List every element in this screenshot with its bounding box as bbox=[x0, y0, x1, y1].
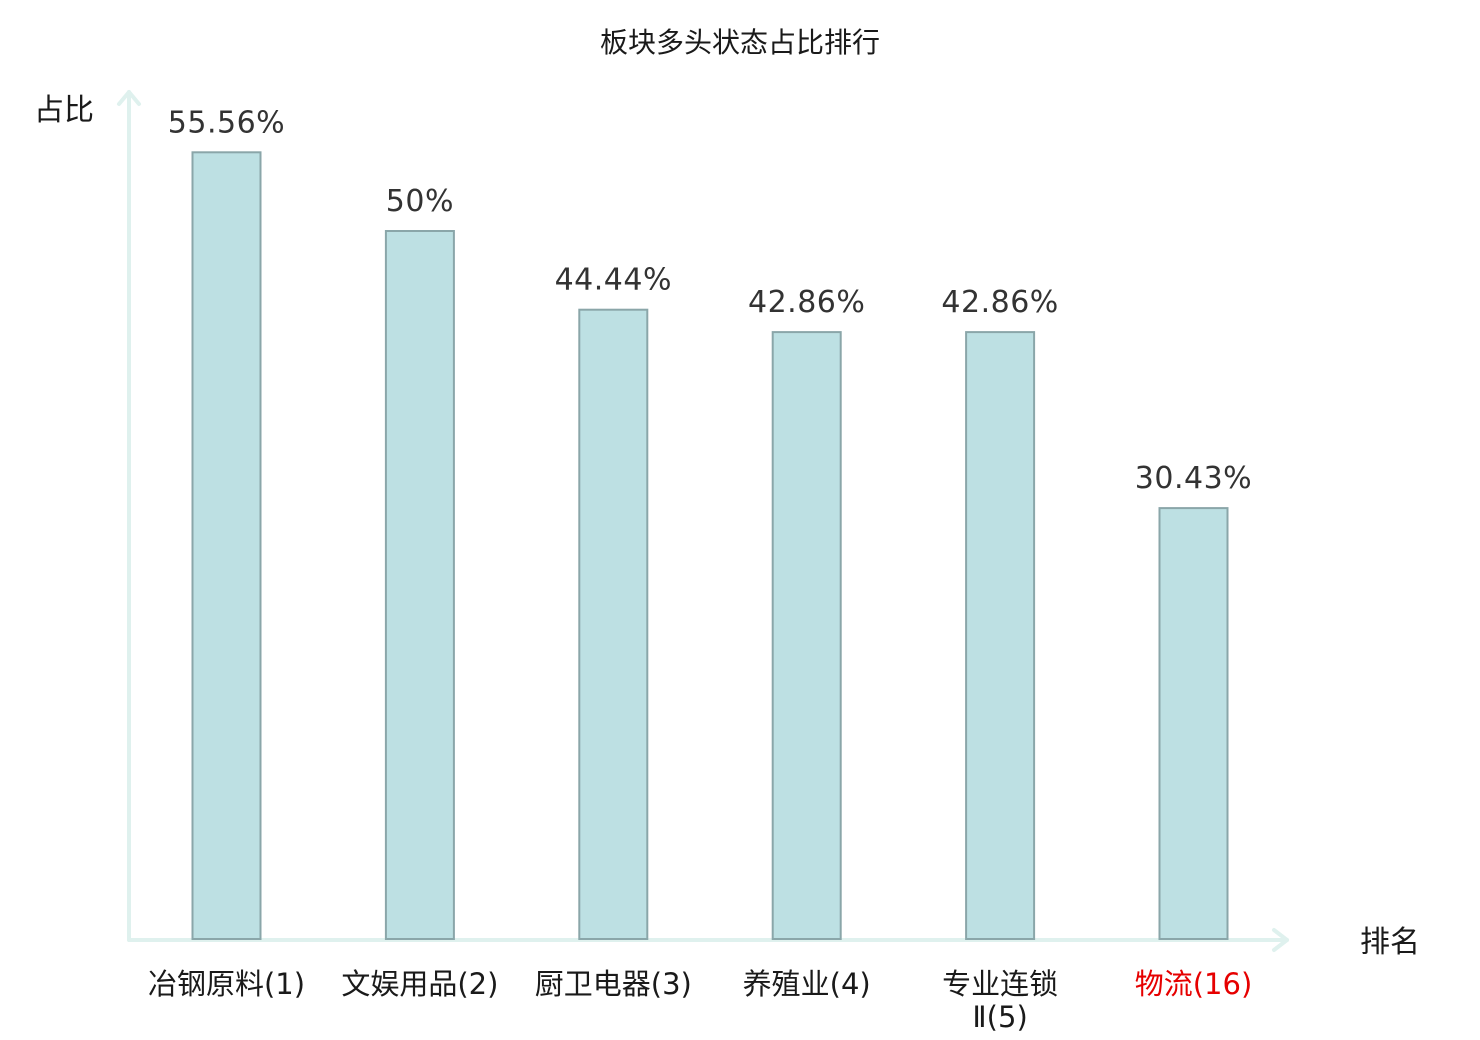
value-label-1: 55.56% bbox=[168, 105, 285, 140]
chart-axes bbox=[117, 90, 1289, 952]
category-label-4: 养殖业(4) bbox=[743, 967, 871, 1001]
category-name: 物流 bbox=[1135, 967, 1193, 1001]
category-rank: (16) bbox=[1193, 967, 1253, 1001]
category-name: 文娱用品 bbox=[341, 967, 457, 1001]
x-axis-arrow bbox=[1272, 928, 1289, 952]
value-label-5: 42.86% bbox=[941, 285, 1058, 320]
category-rank: (2) bbox=[457, 967, 498, 1001]
value-label-3: 44.44% bbox=[555, 263, 672, 298]
category-rank: Ⅱ(5) bbox=[972, 1000, 1027, 1034]
category-label-6: 物流(16) bbox=[1135, 967, 1253, 1001]
value-label-4: 42.86% bbox=[748, 285, 865, 320]
category-rank: (3) bbox=[651, 967, 692, 1001]
bars-group bbox=[191, 151, 1229, 941]
category-label-1: 冶钢原料(1) bbox=[148, 967, 305, 1001]
category-name: 养殖业 bbox=[743, 967, 830, 1001]
category-rank: (1) bbox=[264, 967, 305, 1001]
category-labels-group: 冶钢原料(1) 文娱用品(2) 厨卫电器(3) 养殖业(4) 专业连锁 Ⅱ(5) 物流(16… bbox=[148, 967, 1252, 1034]
bar-3 bbox=[578, 308, 649, 940]
bar-1 bbox=[191, 151, 262, 941]
value-labels-group: 55.56% 50% 44.44% 42.86% 42.86% 30.43% bbox=[168, 105, 1252, 496]
category-label-2: 文娱用品(2) bbox=[341, 967, 498, 1001]
category-label-3: 厨卫电器(3) bbox=[535, 967, 692, 1001]
category-name: 厨卫电器 bbox=[535, 967, 651, 1001]
bar-4 bbox=[771, 331, 842, 941]
bar-2 bbox=[384, 230, 455, 940]
chart-title: 板块多头状态占比排行 bbox=[600, 26, 880, 59]
x-axis-title: 排名 bbox=[1360, 925, 1420, 960]
bar-5 bbox=[965, 331, 1036, 941]
y-axis-title: 占比 bbox=[34, 93, 94, 128]
bar-6 bbox=[1158, 507, 1229, 940]
category-rank: (4) bbox=[830, 967, 871, 1001]
category-label-5: 专业连锁 Ⅱ(5) bbox=[942, 967, 1058, 1034]
category-name: 专业连锁 bbox=[942, 967, 1058, 1001]
y-axis-arrow bbox=[117, 90, 141, 106]
value-label-6: 30.43% bbox=[1135, 461, 1252, 496]
value-label-2: 50% bbox=[386, 184, 454, 219]
category-name: 冶钢原料 bbox=[148, 967, 264, 1001]
